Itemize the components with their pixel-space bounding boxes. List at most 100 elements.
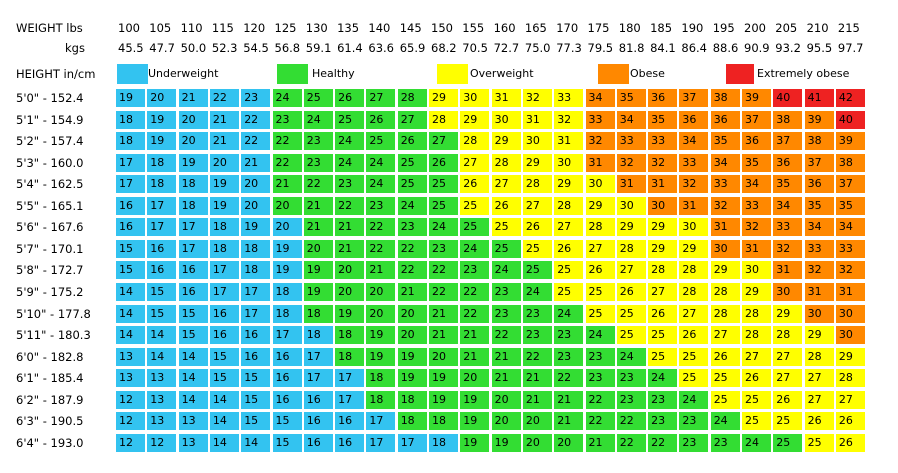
- bmi-cell: 18: [397, 412, 427, 431]
- bmi-cell: 23: [616, 369, 646, 388]
- bmi-cell: 23: [429, 239, 458, 258]
- bmi-cell: 35: [616, 89, 646, 107]
- bmi-cell: 21: [366, 261, 396, 280]
- bmi-cell: 12: [116, 412, 145, 431]
- bmi-cell: 19: [116, 89, 145, 107]
- bmi-cell: 20: [209, 153, 239, 172]
- bmi-cell: 27: [679, 304, 709, 323]
- height-label-row: 5'10" - 177.8: [16, 306, 91, 321]
- bmi-cell: 19: [429, 390, 458, 409]
- bmi-cell: 32: [648, 153, 678, 172]
- weight-kgs-tick: 61.4: [337, 41, 363, 55]
- bmi-cell: 21: [397, 282, 427, 301]
- bmi-cell: 23: [335, 175, 365, 194]
- bmi-cell: 35: [773, 175, 803, 194]
- bmi-cell: 28: [491, 153, 521, 172]
- weight-lbs-tick: 150: [431, 21, 453, 35]
- bmi-cell: 22: [554, 369, 584, 388]
- bmi-cell: 21: [554, 390, 584, 409]
- bmi-cell: 30: [835, 304, 865, 323]
- bmi-cell: 25: [585, 304, 615, 323]
- bmi-cell: 25: [397, 175, 427, 194]
- bmi-cell: 15: [116, 261, 145, 280]
- weight-kgs-tick: 95.5: [806, 41, 833, 55]
- bmi-cell: 26: [742, 369, 771, 388]
- bmi-cell: 25: [460, 196, 490, 215]
- bmi-cell: 20: [272, 218, 302, 237]
- bmi-cell: 13: [147, 390, 177, 409]
- bmi-cell: 16: [335, 433, 365, 452]
- weight-kgs-tick: 63.6: [368, 41, 394, 55]
- bmi-cell: 20: [335, 261, 365, 280]
- bmi-cell: 18: [178, 196, 208, 215]
- bmi-cell: 27: [616, 261, 646, 280]
- bmi-cell: 19: [178, 153, 208, 172]
- legend-swatch: [117, 64, 148, 84]
- bmi-cell: 19: [241, 218, 271, 237]
- bmi-cell: 30: [616, 196, 646, 215]
- bmi-cell: 37: [742, 110, 771, 129]
- weight-kgs-tick: 72.7: [493, 41, 520, 55]
- legend-label: Obese: [630, 67, 665, 80]
- bmi-cell: 17: [178, 218, 208, 237]
- bmi-cell: 18: [429, 433, 458, 452]
- height-label-row: 6'3" - 190.5: [16, 414, 84, 429]
- bmi-cell: 35: [710, 132, 740, 151]
- bmi-cell: 34: [835, 218, 865, 237]
- bmi-cell: 15: [147, 304, 177, 323]
- legend-label: Healthy: [312, 67, 355, 80]
- bmi-cell: 22: [616, 412, 646, 431]
- bmi-cell: 27: [522, 196, 552, 215]
- bmi-cell: 28: [397, 89, 427, 107]
- bmi-cell: 33: [616, 132, 646, 151]
- bmi-cell: 14: [178, 390, 208, 409]
- bmi-cell: 33: [773, 218, 803, 237]
- bmi-cell: 30: [491, 110, 521, 129]
- bmi-cell: 32: [804, 261, 834, 280]
- bmi-cell: 23: [303, 153, 333, 172]
- bmi-cell: 28: [554, 196, 584, 215]
- bmi-cell: 25: [616, 304, 646, 323]
- bmi-cell: 34: [585, 89, 615, 107]
- weight-kgs-tick: 52.3: [211, 41, 238, 55]
- bmi-cell: 30: [648, 196, 678, 215]
- bmi-cell: 17: [366, 433, 396, 452]
- bmi-cell: 41: [804, 89, 834, 107]
- bmi-cell: 14: [116, 282, 145, 301]
- bmi-cell: 35: [804, 196, 834, 215]
- bmi-cell: 23: [648, 390, 678, 409]
- height-label-row: 5'2" - 157.4: [16, 134, 84, 149]
- weight-lbs-tick: 165: [524, 21, 547, 35]
- bmi-cell: 16: [147, 261, 177, 280]
- bmi-cell: 28: [522, 175, 552, 194]
- height-label-row: 5'7" - 170.1: [16, 241, 84, 256]
- bmi-cell: 36: [710, 110, 740, 129]
- bmi-cell: 20: [178, 132, 208, 151]
- bmi-cell: 25: [648, 326, 678, 345]
- bmi-cell: 21: [429, 326, 458, 345]
- bmi-cell: 22: [397, 261, 427, 280]
- bmi-cell: 29: [710, 261, 740, 280]
- bmi-cell: 19: [366, 326, 396, 345]
- bmi-cell: 20: [335, 282, 365, 301]
- bmi-cell: 24: [491, 261, 521, 280]
- weight-lbs-tick: 170: [556, 21, 579, 35]
- bmi-cell: 17: [116, 153, 145, 172]
- bmi-cell: 20: [147, 89, 177, 107]
- weight-lbs-tick: 100: [118, 21, 140, 35]
- weight-lbs-tick: 120: [243, 21, 266, 35]
- bmi-cell: 29: [491, 132, 521, 151]
- bmi-cell: 30: [835, 326, 865, 345]
- bmi-cell: 36: [773, 153, 803, 172]
- bmi-cell: 19: [460, 433, 490, 452]
- bmi-cell: 14: [178, 369, 208, 388]
- bmi-cell: 25: [429, 196, 458, 215]
- bmi-cell: 23: [554, 347, 584, 366]
- bmi-cell: 27: [710, 326, 740, 345]
- bmi-cell: 28: [585, 218, 615, 237]
- bmi-cell: 22: [241, 132, 271, 151]
- bmi-cell: 21: [209, 110, 239, 129]
- weight-lbs-tick: 205: [775, 21, 798, 35]
- bmi-cell: 29: [460, 110, 490, 129]
- bmi-cell: 16: [303, 412, 333, 431]
